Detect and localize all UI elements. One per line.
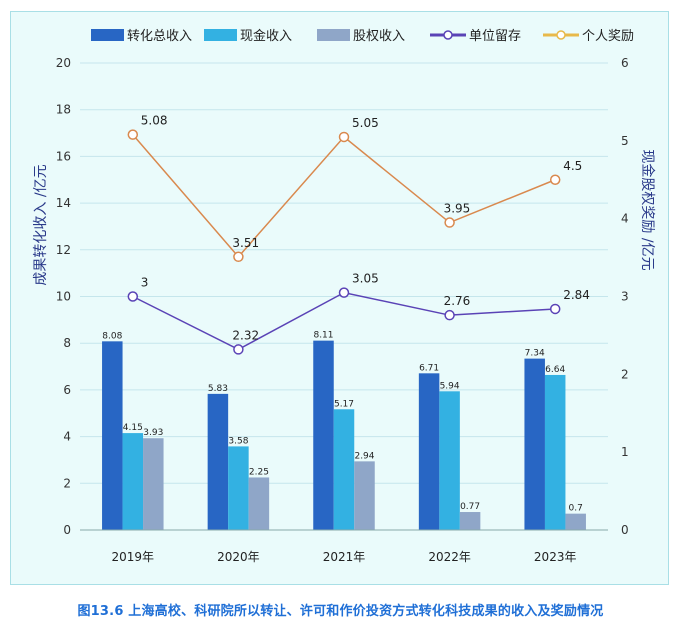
bar [122,433,144,530]
bar [544,374,566,530]
line-data-label: 4.5 [563,159,582,173]
bar-data-label: 8.08 [102,331,122,341]
line-point [549,174,561,185]
bar-data-label: 6.71 [419,363,439,373]
y-left-tick-label: 4 [63,430,71,444]
x-tick-label: 2022年 [428,550,471,564]
bar-data-label: 3.93 [143,428,163,438]
grid [80,62,608,531]
y-right-tick-label: 4 [621,212,629,226]
bar [524,358,545,530]
line-point [233,344,244,355]
legend-label: 单位留存 [469,29,521,44]
bar-data-label: 5.17 [334,399,354,409]
y-axis-right-title: 现金股权奖励 /亿元 [639,149,656,270]
y-left-tick-label: 18 [56,103,71,117]
bar-data-label: 6.64 [545,365,565,375]
y-left-tick-label: 8 [63,336,71,350]
line-data-label: 3.95 [444,202,471,216]
legend-marker [443,30,453,40]
bar [354,461,375,530]
lines: 3 2.32 3.05 2.76 2.84 5.08 3.51 5.05 3.95 4.5 [127,114,590,355]
bar-data-label: 3.58 [228,436,248,446]
line-data-label: 3.05 [352,272,379,286]
y-left-tick-label: 10 [56,290,71,304]
bar-data-label: 0.77 [460,502,480,512]
legend-label: 转化总收入 [127,29,192,44]
bar-data-label: 8.11 [313,331,333,341]
legend-marker [556,30,566,40]
bar-data-label: 2.25 [249,467,269,477]
line-data-label: 2.84 [563,288,590,302]
bar [439,391,460,530]
legend-label: 个人奖励 [582,29,634,44]
bar [207,393,229,530]
bar-data-label: 5.83 [208,384,228,394]
y-axis-left-title: 成果转化收入 /亿元 [33,164,49,285]
legend: 转化总收入 现金收入 股权收入 单位留存 个人奖励 [91,28,634,44]
y-left-tick-label: 12 [56,243,71,257]
line-data-label: 5.08 [141,114,168,128]
line-point [338,287,350,298]
y-left-tick-label: 0 [63,523,71,537]
bar-data-label: 0.7 [569,504,583,514]
y-left-tick-label: 6 [63,383,71,397]
bar [418,373,440,530]
y-right-tick-label: 1 [621,445,629,459]
y-right-tick-label: 3 [621,290,629,304]
x-tick-label: 2023年 [534,550,577,564]
series-line [132,291,556,351]
legend-swatch [317,29,350,41]
y-right-tick-label: 5 [621,134,629,148]
y-right-tick-label: 0 [621,523,629,537]
line-data-label: 2.76 [444,294,471,308]
y-left-tick-label: 16 [56,149,71,163]
line-data-label: 5.05 [352,116,379,130]
bar [143,438,164,530]
bar-data-label: 7.34 [525,349,545,359]
y-left-tick-label: 20 [56,56,71,70]
bar-data-label: 5.94 [440,381,460,391]
bar [333,409,355,530]
line-point [233,251,244,263]
line-data-label: 3.51 [232,236,259,250]
bar-data-label: 2.94 [354,451,374,461]
legend-label: 股权收入 [353,28,405,44]
series-line [132,134,556,258]
x-tick-label: 2021年 [323,550,366,564]
legend-label: 现金收入 [240,28,292,44]
x-tick-label: 2019年 [112,550,155,564]
bar [313,340,334,530]
bar [228,446,249,530]
bar [102,341,123,530]
bar [459,512,481,530]
line-point [444,217,455,228]
legend-swatch [204,29,237,41]
x-tick-label: 2020年 [217,550,260,564]
y-right-tick-label: 6 [621,56,629,70]
line-point [127,291,139,302]
line-data-label: 3 [141,276,149,290]
line-point [127,129,139,140]
bar [565,513,586,530]
chart: 转化总收入 现金收入 股权收入 单位留存 个人奖励 8.08 5.83 8.11 6.71 7.… [33,28,656,564]
line-point [444,309,455,321]
y-left-tick-label: 14 [56,196,71,210]
bars: 8.08 5.83 8.11 6.71 7.34 4.15 3.58 5.17 5.94 6.64… [102,331,586,530]
line-point [549,303,561,315]
y-left-tick-label: 2 [63,476,71,490]
line-point [338,131,350,143]
bar-data-label: 4.15 [123,423,143,433]
bar [248,477,270,530]
y-right-tick-label: 2 [621,367,629,381]
line-data-label: 2.32 [232,328,259,342]
legend-swatch [91,29,124,41]
figure-caption: 图13.6 上海高校、科研院所以转让、许可和作价投资方式转化科技成果的收入及奖励… [77,604,604,619]
